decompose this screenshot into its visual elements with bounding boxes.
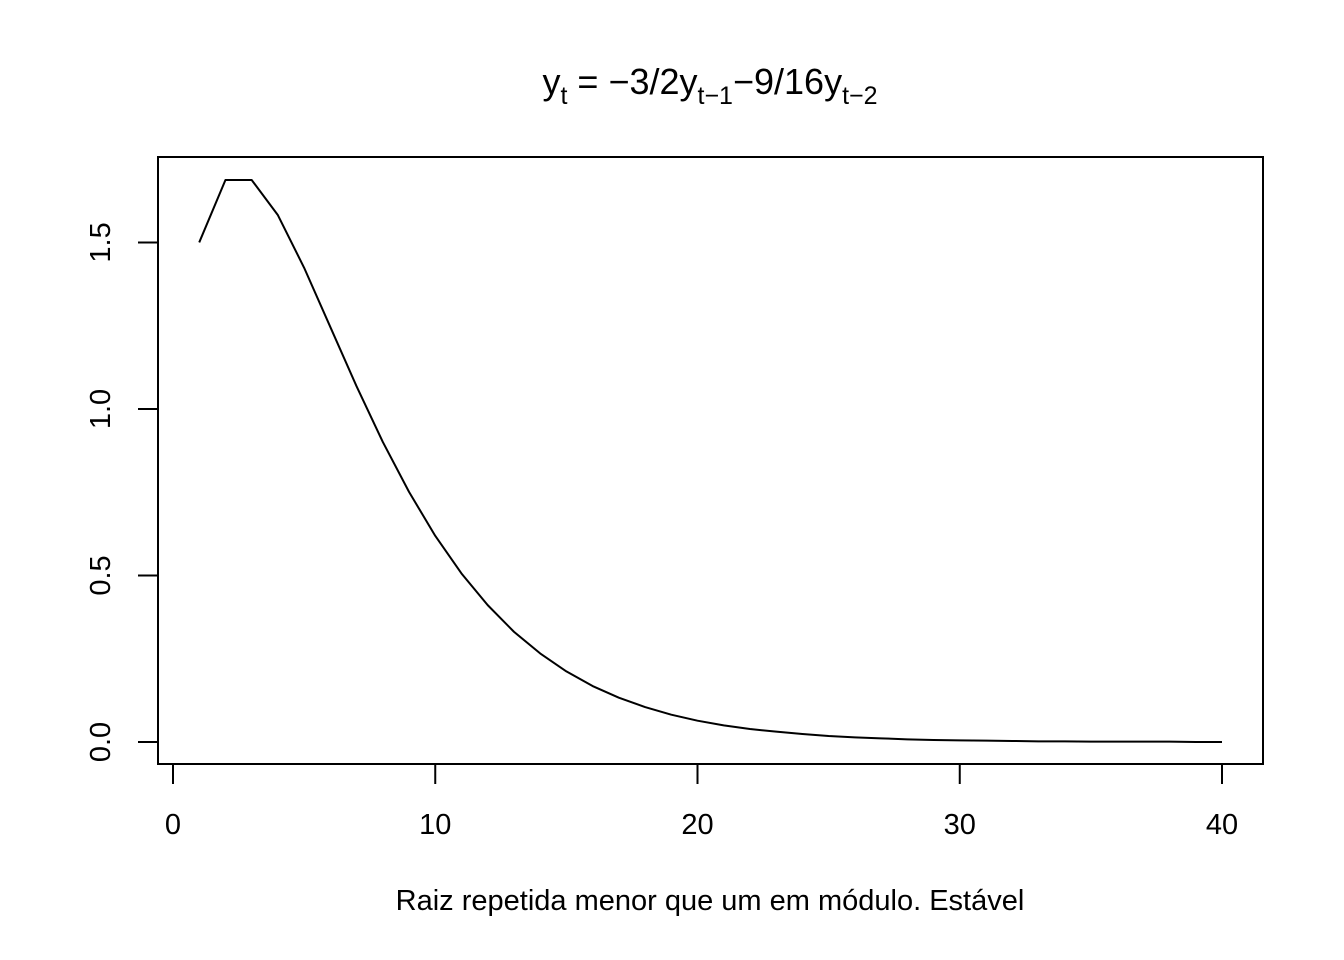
x-tick-label: 40: [1206, 809, 1238, 841]
y-tick-label: 0.5: [85, 555, 117, 595]
x-tick-label: 20: [681, 809, 713, 841]
x-tick-label: 10: [419, 809, 451, 841]
chart-title: yt = −3/2yt−1−9/16yt−2: [542, 61, 877, 110]
title-minus-2: −: [733, 61, 754, 102]
x-tick-label: 0: [165, 809, 181, 841]
y-tick-label: 0.0: [85, 722, 117, 762]
series-line: [198, 179, 1222, 743]
x-axis-label: Raiz repetida menor que um em módulo. Es…: [396, 885, 1025, 917]
x-tick-label: 30: [944, 809, 976, 841]
title-frac-2: 9/16y: [754, 61, 842, 102]
series-group: [198, 179, 1222, 743]
title-eq: =: [567, 61, 608, 102]
y-tick-label: 1.5: [85, 222, 117, 262]
title-sub-t2: t−2: [842, 82, 877, 110]
title-y: y: [542, 61, 560, 102]
y-tick-label: 1.0: [85, 389, 117, 429]
y-axis: 0.0 0.5 1.0 1.5: [85, 222, 159, 762]
x-axis: 0 10 20 30 40: [165, 763, 1238, 841]
title-sub-t1: t−1: [698, 82, 733, 110]
title-sub-t: t: [560, 82, 567, 110]
title-frac-1: 3/2y: [629, 61, 697, 102]
title-minus-1: −: [608, 61, 629, 102]
